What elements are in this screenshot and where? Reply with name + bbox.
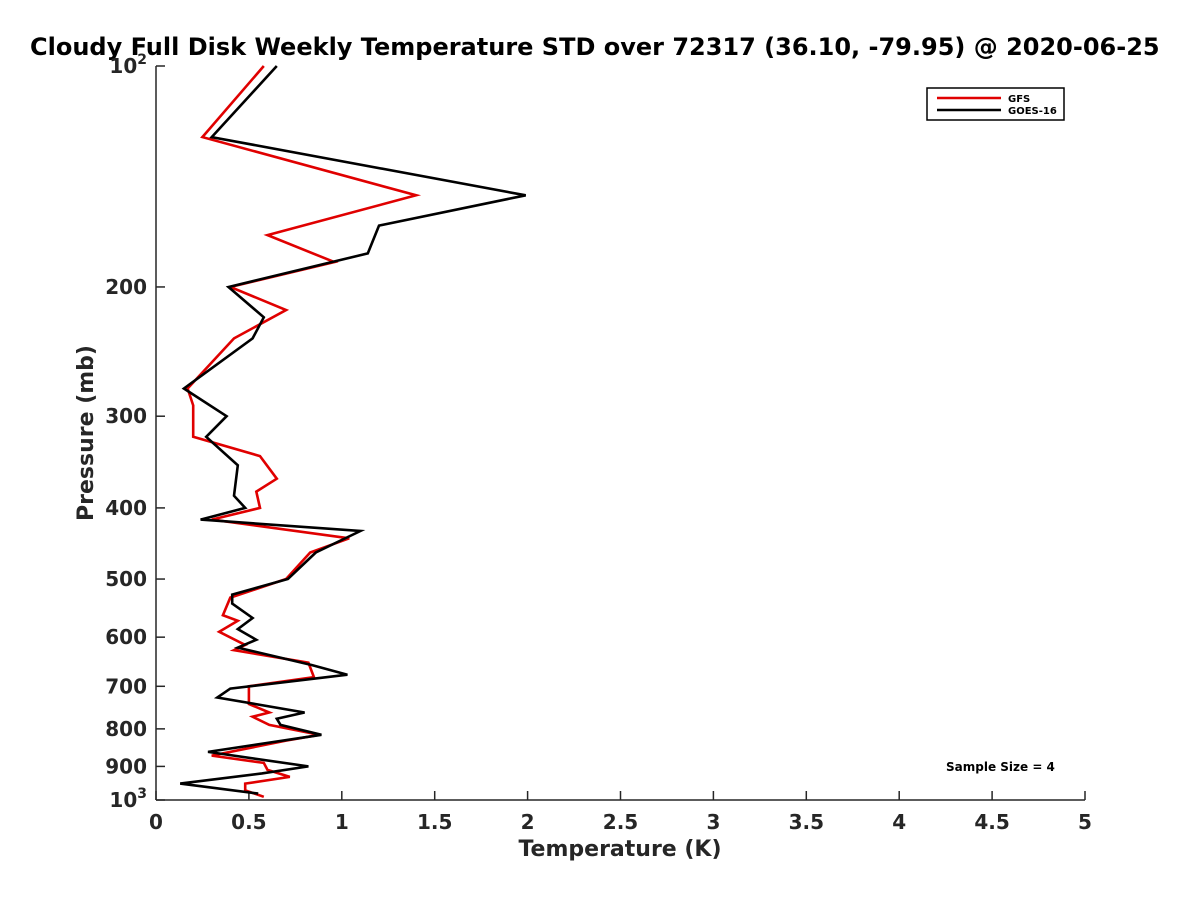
y-tick-label: 200 <box>105 275 147 299</box>
x-axis-label: Temperature (K) <box>518 837 721 862</box>
x-tick-label: 1.5 <box>417 810 452 834</box>
x-tick-label: 2.5 <box>603 810 638 834</box>
y-tick-label: 103 <box>109 786 147 812</box>
y-axis-label: Pressure (mb) <box>74 345 99 521</box>
x-tick-label: 4 <box>892 810 906 834</box>
legend-label-goes-16: GOES-16 <box>1008 106 1057 117</box>
series-layer <box>180 65 526 799</box>
x-tick-label: 1 <box>335 810 349 834</box>
y-tick-label: 500 <box>105 567 147 591</box>
x-tick-label: 3 <box>706 810 720 834</box>
x-tick-label: 5 <box>1078 810 1092 834</box>
y-tick-label: 102 <box>109 52 147 78</box>
legend-label-gfs: GFS <box>1008 94 1030 105</box>
y-tick-label: 900 <box>105 754 147 778</box>
x-tick-label: 2 <box>521 810 535 834</box>
y-tick-label: 300 <box>105 404 147 428</box>
sample-size-annotation: Sample Size = 4 <box>946 760 1055 774</box>
series-line-gfs <box>186 65 422 799</box>
x-tick-label: 4.5 <box>974 810 1009 834</box>
y-tick-label: 600 <box>105 625 147 649</box>
legend-box <box>926 87 1065 121</box>
axes: 0 0.5 1 1.5 2 2.5 3 3.5 4 4.5 5 102 200 300 400 500 600 7… <box>105 52 1092 834</box>
y-tick-label: 700 <box>105 674 147 698</box>
x-tick-label: 0 <box>149 810 163 834</box>
y-tick-label: 800 <box>105 717 147 741</box>
x-tick-label: 3.5 <box>789 810 824 834</box>
y-tick-label: 400 <box>105 496 147 520</box>
chart-title: Cloudy Full Disk Weekly Temperature STD … <box>30 33 1160 61</box>
x-tick-label: 0.5 <box>231 810 266 834</box>
series-line-goes-16 <box>180 65 526 795</box>
